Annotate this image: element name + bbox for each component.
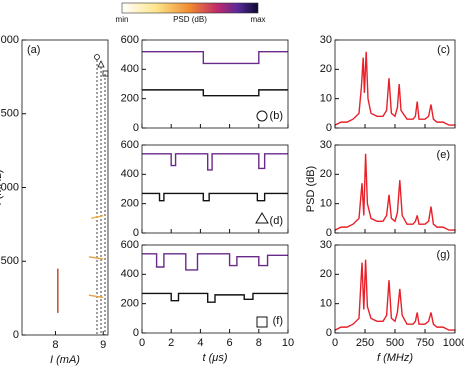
y-tick-label: 0 <box>326 227 332 239</box>
data-line <box>334 153 455 231</box>
data-line <box>142 292 288 303</box>
x-tick-label: 0 <box>332 337 338 349</box>
x-tick-label: 750 <box>416 337 434 349</box>
data-line <box>334 259 455 331</box>
y-tick-label: 1500 <box>0 108 19 120</box>
shape-symbols <box>255 110 269 328</box>
x-axis-label: f (MHz) <box>377 352 413 364</box>
y-tick-label: 600 <box>121 239 139 251</box>
y-tick-label: 200 <box>121 93 139 105</box>
y-tick-label: 30 <box>320 239 332 251</box>
panel-label: (f) <box>273 315 283 327</box>
y-tick-label: 10 <box>320 198 332 210</box>
y-tick-label: 30 <box>320 34 332 46</box>
data-line <box>142 253 288 271</box>
y-tick-label: 400 <box>121 63 139 75</box>
plot-frame <box>21 39 109 336</box>
y-tick-label: 2000 <box>0 34 19 46</box>
colorbar-max: max <box>250 15 265 24</box>
panel-label: (b) <box>270 110 283 122</box>
x-tick-label: 9 <box>100 339 106 351</box>
y-tick-label: 200 <box>121 298 139 310</box>
panel-label: (d) <box>270 215 283 227</box>
data-line <box>142 153 288 171</box>
colorbar <box>121 2 259 14</box>
x-tick-label: 1000 <box>443 337 464 349</box>
x-axis-label: t (μs) <box>203 352 228 364</box>
plot-frame <box>141 144 289 234</box>
panel-label: (g) <box>437 249 450 261</box>
y-tick-label: 1000 <box>0 181 19 193</box>
y-tick-label: 30 <box>320 139 332 151</box>
data-line <box>142 192 288 202</box>
plot-frame <box>141 244 289 334</box>
panel-a-markers <box>94 54 109 335</box>
colorbar-title: PSD (dB) <box>173 15 207 24</box>
panel-label: (c) <box>437 44 450 56</box>
y-tick-label: 0 <box>326 122 332 134</box>
y-tick-label: 0 <box>326 327 332 339</box>
y-tick-label: 600 <box>121 139 139 151</box>
y-tick-label: 0 <box>133 122 139 134</box>
panel-label: (e) <box>437 149 450 161</box>
data-line <box>88 256 104 260</box>
y-tick-label: 400 <box>121 268 139 280</box>
y-axis-label: PSD (dB) <box>305 166 317 212</box>
data-line <box>88 294 104 299</box>
data-line <box>334 51 455 126</box>
y-tick-label: 0 <box>133 327 139 339</box>
data-line <box>142 51 288 65</box>
x-tick-label: 8 <box>256 337 262 349</box>
x-tick-label: 4 <box>197 337 203 349</box>
x-axis-label: I (mA) <box>50 354 80 366</box>
x-tick-label: 10 <box>282 337 294 349</box>
y-tick-label: 500 <box>1 255 19 267</box>
y-tick-label: 600 <box>121 34 139 46</box>
y-tick-label: 0 <box>13 329 19 341</box>
plot-frame <box>141 39 289 129</box>
panel-label: (a) <box>27 44 40 56</box>
x-tick-label: 250 <box>356 337 374 349</box>
x-tick-label: 6 <box>227 337 233 349</box>
y-tick-label: 20 <box>320 268 332 280</box>
x-tick-label: 2 <box>168 337 174 349</box>
y-tick-label: 20 <box>320 168 332 180</box>
x-tick-label: 8 <box>52 339 58 351</box>
y-tick-label: 10 <box>320 93 332 105</box>
x-tick-label: 0 <box>139 337 145 349</box>
data-line <box>91 214 104 220</box>
x-tick-label: 500 <box>386 337 404 349</box>
colorbar-min: min <box>116 15 129 24</box>
y-tick-label: 0 <box>133 227 139 239</box>
y-tick-label: 10 <box>320 298 332 310</box>
y-tick-label: 400 <box>121 168 139 180</box>
y-tick-label: 20 <box>320 63 332 75</box>
data-line <box>142 89 288 97</box>
y-axis-label: f (MHz) <box>0 169 4 205</box>
y-tick-label: 200 <box>121 198 139 210</box>
